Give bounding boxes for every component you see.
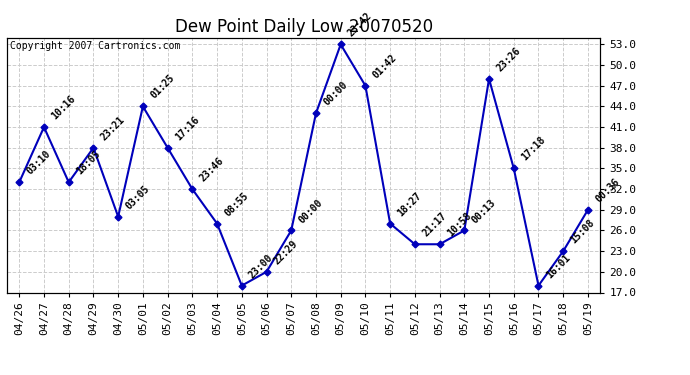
- Text: 15:08: 15:08: [569, 218, 597, 246]
- Text: 03:10: 03:10: [25, 149, 52, 177]
- Text: 00:13: 00:13: [470, 197, 497, 225]
- Text: 23:21: 23:21: [99, 114, 127, 142]
- Text: 23:46: 23:46: [198, 156, 226, 184]
- Title: Dew Point Daily Low 20070520: Dew Point Daily Low 20070520: [175, 18, 433, 36]
- Text: 18:27: 18:27: [395, 190, 424, 218]
- Text: 03:05: 03:05: [124, 183, 152, 211]
- Text: 08:55: 08:55: [223, 190, 250, 218]
- Text: 01:25: 01:25: [148, 73, 176, 101]
- Text: 23:42: 23:42: [346, 11, 374, 39]
- Text: 18:05: 18:05: [75, 149, 102, 177]
- Text: 17:16: 17:16: [173, 114, 201, 142]
- Text: 21:17: 21:17: [420, 211, 448, 239]
- Text: 10:16: 10:16: [50, 94, 77, 122]
- Text: 00:00: 00:00: [322, 80, 349, 108]
- Text: 23:00: 23:00: [247, 252, 275, 280]
- Text: 00:36: 00:36: [593, 176, 621, 204]
- Text: 16:01: 16:01: [544, 252, 572, 280]
- Text: 00:00: 00:00: [297, 197, 324, 225]
- Text: Copyright 2007 Cartronics.com: Copyright 2007 Cartronics.com: [10, 41, 180, 51]
- Text: 10:58: 10:58: [445, 211, 473, 239]
- Text: 22:29: 22:29: [272, 238, 300, 266]
- Text: 17:18: 17:18: [520, 135, 547, 163]
- Text: 01:42: 01:42: [371, 53, 399, 80]
- Text: 23:26: 23:26: [495, 45, 522, 73]
